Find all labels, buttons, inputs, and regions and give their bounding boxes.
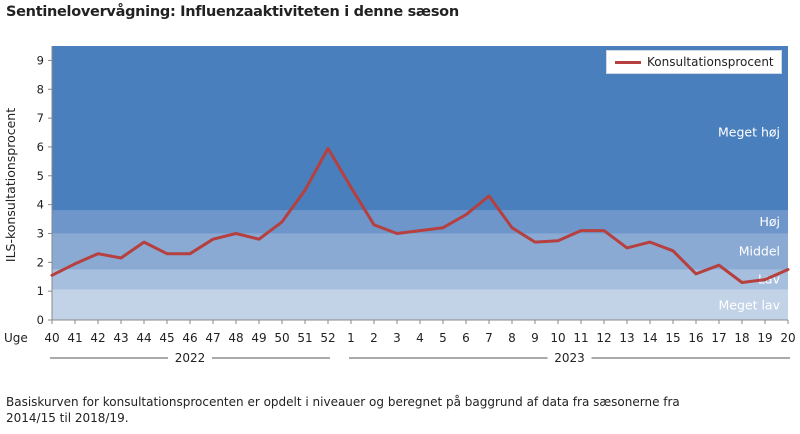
- data-point: [142, 240, 146, 244]
- data-point: [326, 147, 330, 150]
- data-point: [671, 249, 675, 252]
- x-tick-label: 52: [320, 331, 335, 345]
- data-point: [73, 262, 77, 265]
- data-point: [418, 229, 422, 232]
- data-point: [602, 229, 606, 232]
- x-tick-label: 8: [508, 331, 516, 345]
- data-point: [395, 232, 399, 235]
- data-point: [648, 240, 652, 244]
- x-tick-label: 1: [347, 331, 355, 345]
- x-tick-label: 18: [734, 331, 749, 345]
- footnote-line-1: Basiskurven for konsultationsprocenten e…: [6, 395, 680, 409]
- x-tick-label: 5: [439, 331, 447, 345]
- y-tick-label: 8: [37, 82, 44, 96]
- x-tick-label: 40: [44, 331, 59, 345]
- data-point: [625, 246, 629, 250]
- x-tick-label: 16: [688, 331, 703, 345]
- data-point: [165, 252, 169, 255]
- data-point: [786, 268, 790, 271]
- data-point: [349, 186, 353, 189]
- footnote-line-2: 2014/15 til 2018/19.: [6, 411, 129, 425]
- band-label-4: Meget høj: [718, 125, 780, 140]
- data-point: [487, 194, 491, 198]
- x-tick-label: 48: [228, 331, 243, 345]
- data-point: [188, 252, 192, 255]
- y-axis-label: ILS-konsultationsprocent: [3, 108, 18, 262]
- year-label-2022: 2022: [175, 351, 206, 365]
- x-tick-label: 42: [90, 331, 105, 345]
- x-tick-label: 2: [370, 331, 378, 345]
- band-label-3: Høj: [759, 214, 780, 229]
- x-tick-label: 15: [665, 331, 680, 345]
- x-tick-label: 3: [393, 331, 401, 345]
- data-point: [441, 226, 445, 229]
- data-point: [257, 238, 261, 241]
- x-tick-label: 20: [780, 331, 795, 345]
- legend-swatch: [615, 60, 641, 64]
- y-tick-label: 7: [37, 111, 44, 125]
- band-0: [52, 289, 788, 320]
- x-tick-label: 11: [573, 331, 588, 345]
- data-point: [579, 229, 583, 232]
- year-label-2023: 2023: [554, 351, 585, 365]
- data-point: [234, 232, 238, 235]
- x-tick-label: 4: [416, 331, 424, 345]
- data-point: [50, 274, 54, 277]
- data-point: [556, 239, 560, 242]
- x-tick-label: 46: [182, 331, 197, 345]
- x-tick-label: 49: [251, 331, 266, 345]
- data-point: [464, 213, 468, 216]
- y-tick-label: 1: [37, 284, 44, 298]
- band-1: [52, 269, 788, 290]
- band-2: [52, 233, 788, 270]
- y-tick-label: 0: [37, 313, 44, 327]
- legend: Konsultationsprocent: [606, 50, 782, 74]
- y-tick-label: 5: [37, 169, 44, 183]
- data-point: [694, 272, 698, 276]
- x-tick-label: 50: [274, 331, 289, 345]
- x-tick-label: 14: [642, 331, 657, 345]
- x-tick-label: 7: [485, 331, 493, 345]
- data-point: [303, 189, 307, 192]
- year-layer: 2022 2023: [50, 351, 790, 365]
- data-point: [533, 240, 537, 244]
- band-layer: [52, 46, 788, 320]
- data-point: [740, 281, 744, 284]
- x-tick-label: 17: [711, 331, 726, 345]
- band-3: [52, 210, 788, 234]
- y-tick-label: 6: [37, 140, 44, 154]
- legend-label: Konsultationsprocent: [647, 55, 774, 69]
- chart-title: Sentinelovervågning: Influenzaaktivitete…: [6, 4, 459, 20]
- x-tick-label: 9: [531, 331, 539, 345]
- y-tick-label: 3: [37, 226, 44, 240]
- x-tick-label: 6: [462, 331, 470, 345]
- footnote: Basiskurven for konsultationsprocenten e…: [6, 394, 778, 426]
- data-point: [119, 256, 123, 260]
- data-point: [96, 252, 100, 255]
- x-tick-label: 13: [619, 331, 634, 345]
- data-point: [510, 226, 514, 229]
- band-label-2: Middel: [739, 244, 780, 259]
- series-layer: [50, 146, 790, 284]
- x-axis-prefix: Uge: [4, 331, 28, 345]
- data-point: [280, 220, 284, 224]
- x-tick-label: 12: [596, 331, 611, 345]
- y-tick-label: 9: [37, 53, 44, 67]
- x-tick-label: 10: [550, 331, 565, 345]
- x-tick-label: 19: [757, 331, 772, 345]
- data-point: [372, 223, 376, 227]
- data-point: [763, 278, 767, 281]
- x-tick-label: 45: [159, 331, 174, 345]
- x-tick-label: 43: [113, 331, 128, 345]
- data-point: [211, 238, 215, 241]
- y-tick-label: 2: [37, 255, 44, 269]
- band-label-0: Meget lav: [718, 298, 780, 313]
- x-tick-label: 51: [297, 331, 312, 345]
- x-tick-label: 44: [136, 331, 151, 345]
- data-point: [717, 264, 721, 267]
- y-tick-label: 4: [37, 198, 44, 212]
- x-tick-label: 41: [67, 331, 82, 345]
- x-tick-label: 47: [205, 331, 220, 345]
